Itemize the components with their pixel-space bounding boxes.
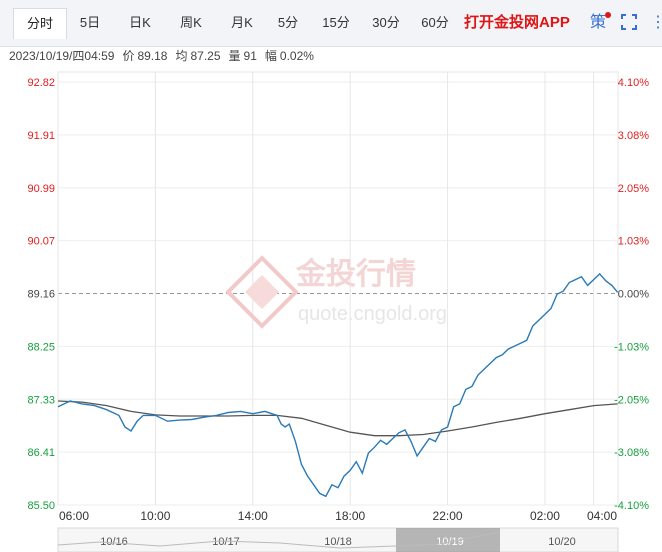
y-left-tick-label: 92.82	[27, 77, 55, 89]
avg-label: 均	[175, 49, 188, 63]
chart-grid	[57, 71, 619, 506]
navigator-date-label: 10/20	[548, 536, 576, 548]
brand-logo-icon	[225, 255, 299, 329]
tab-30min[interactable]: 30分	[372, 15, 400, 30]
x-tick-label: 22:00	[433, 509, 463, 523]
y-left-tick-label: 91.91	[27, 130, 55, 142]
y-right-tick-label: 2.05%	[618, 183, 649, 195]
watermark-url: quote.cngold.org	[298, 303, 447, 325]
time-range-navigator[interactable]: 10/16 10/17 10/18 10/19 10/20	[57, 527, 619, 552]
x-tick-label: 06:00	[59, 509, 89, 523]
amplitude-label: 幅	[264, 49, 277, 63]
fullscreen-icon[interactable]	[621, 14, 637, 30]
tab-weekly-k[interactable]: 周K	[180, 15, 202, 30]
y-left-tick-label: 86.41	[27, 447, 55, 459]
price-label: 价	[122, 49, 135, 63]
price-value: 89.18	[137, 49, 168, 63]
y-left-tick-label: 88.25	[27, 341, 55, 353]
volume-label: 量	[228, 49, 241, 63]
quote-datetime: 2023/10/19/四04:59	[9, 49, 115, 63]
volume-value: 91	[243, 49, 257, 63]
y-left-tick-label: 89.16	[27, 289, 55, 301]
strategy-button[interactable]: 策	[590, 14, 607, 31]
y-axis-labels: 92.82 4.10% 91.91 3.08% 90.99 2.05% 90.07 1.03%…	[27, 77, 649, 512]
price-line	[57, 272, 619, 498]
tab-5day[interactable]: 5日	[79, 15, 101, 30]
x-tick-label: 18:00	[335, 509, 365, 523]
quote-info-bar: 2023/10/19/四04:59 价 89.18 均 87.25 量 91 幅 0.02%	[9, 46, 322, 66]
tab-5min[interactable]: 5分	[277, 15, 299, 30]
y-right-tick-label: 3.08%	[618, 130, 649, 142]
watermark-brand: 金投行情	[295, 257, 416, 292]
y-right-tick-label: 4.10%	[618, 77, 649, 89]
y-right-tick-label: 0.00%	[618, 289, 649, 301]
open-app-link[interactable]: 打开金投网APP	[464, 14, 570, 31]
tab-intraday[interactable]: 分时	[13, 8, 67, 39]
amplitude-value: 0.02%	[279, 49, 314, 63]
more-options-icon[interactable]: ⋮	[650, 14, 662, 31]
x-axis-labels: 06:00 10:00 14:00 18:00 22:00 02:00 04:00	[59, 509, 617, 523]
tab-daily-k[interactable]: 日K	[129, 15, 151, 30]
navigator-date-label: 10/17	[212, 536, 240, 548]
price-series-line	[57, 272, 619, 498]
y-right-tick-label: -2.05%	[614, 394, 649, 406]
x-tick-label: 10:00	[140, 509, 170, 523]
y-right-tick-label: -1.03%	[614, 341, 649, 353]
watermark: 金投行情 quote.cngold.org	[225, 255, 447, 329]
x-tick-label: 04:00	[587, 509, 617, 523]
navigator-date-label: 10/18	[324, 536, 352, 548]
average-price-line	[57, 400, 618, 437]
navigator-mini-line	[57, 531, 501, 549]
y-right-tick-label: -4.10%	[614, 500, 649, 512]
tab-60min[interactable]: 60分	[421, 15, 449, 30]
navigator-date-label: 10/16	[100, 536, 128, 548]
y-left-tick-label: 85.50	[27, 500, 55, 512]
y-left-tick-label: 90.07	[27, 236, 55, 248]
navigator-selected-range[interactable]	[396, 528, 500, 552]
x-tick-label: 02:00	[530, 509, 560, 523]
y-left-tick-label: 90.99	[27, 183, 55, 195]
x-tick-label: 14:00	[238, 509, 268, 523]
tab-monthly-k[interactable]: 月K	[231, 15, 253, 30]
chart-tab-bar: 分时 5日 日K 周K 月K 5分 15分 30分 60分 打开金投网APP 策…	[0, 0, 662, 47]
notification-dot	[605, 12, 611, 18]
y-right-tick-label: -3.08%	[614, 447, 649, 459]
average-series-line	[57, 400, 618, 437]
avg-value: 87.25	[190, 49, 221, 63]
y-left-tick-label: 87.33	[27, 394, 55, 406]
tab-15min[interactable]: 15分	[322, 15, 350, 30]
y-right-tick-label: 1.03%	[618, 236, 649, 248]
